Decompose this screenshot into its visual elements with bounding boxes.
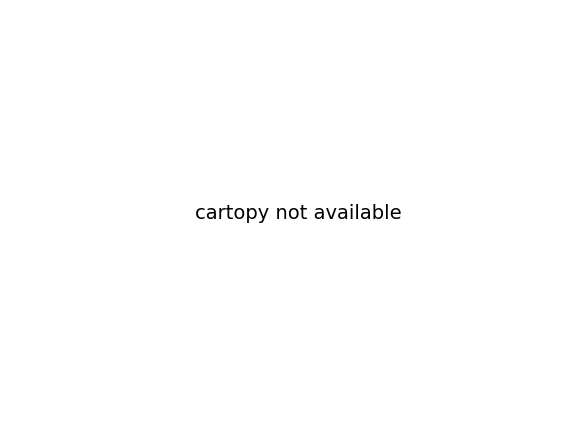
Text: cartopy not available: cartopy not available (195, 203, 402, 223)
